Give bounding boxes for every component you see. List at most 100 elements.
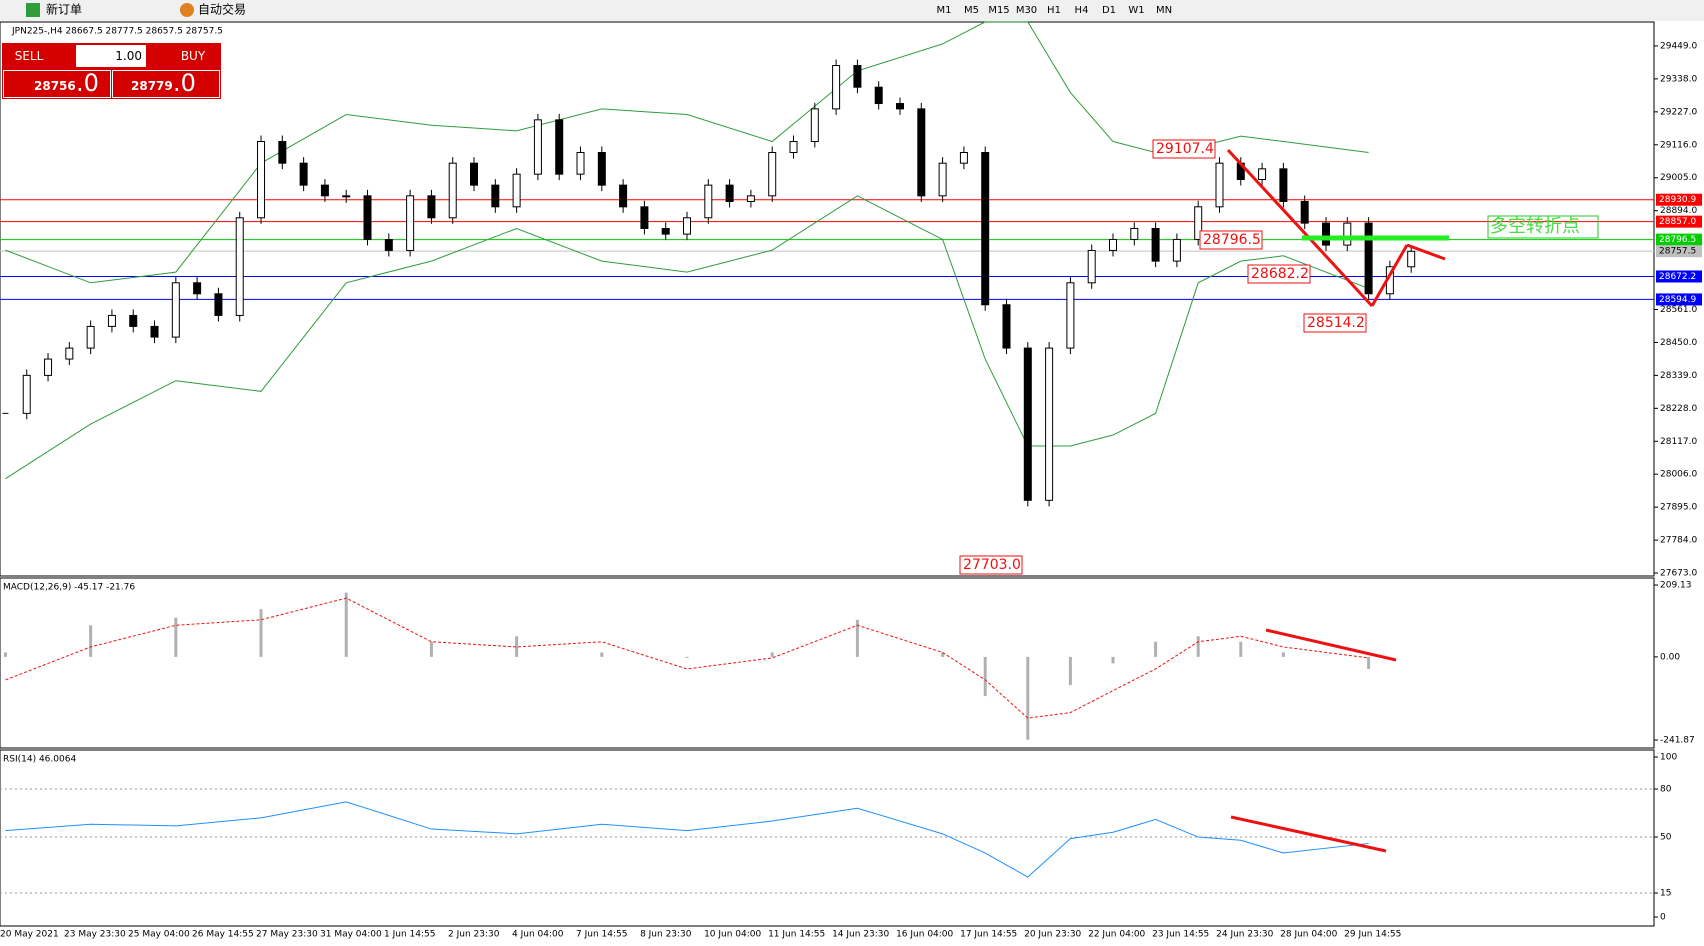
arrow <box>1370 244 1409 307</box>
price-line-tag <box>1656 215 1702 228</box>
candle-body <box>1407 250 1416 268</box>
candle-body <box>1215 162 1224 208</box>
candle-body <box>896 103 905 110</box>
candle-body <box>278 141 287 164</box>
x-tick-label: 20 Jun 23:30 <box>1024 930 1081 940</box>
candle-body <box>853 65 862 88</box>
candle-body <box>22 374 31 414</box>
candle-body <box>768 152 777 197</box>
y-tick-label: 28894.0 <box>1660 206 1697 216</box>
rsi-label: RSI(14) 46.0064 <box>3 755 76 765</box>
candle-body <box>44 358 53 376</box>
note-box <box>1487 215 1599 239</box>
candle-body <box>65 347 74 360</box>
price-annotation-box <box>1199 230 1263 250</box>
timeframe[interactable]: M1 <box>937 5 952 16</box>
candle-body <box>1194 206 1203 240</box>
timeframe[interactable]: H4 <box>1075 5 1089 16</box>
buy-price[interactable]: 28779.0 <box>112 69 220 98</box>
candle-body <box>1321 222 1330 246</box>
y-tick-label: 28339.0 <box>1660 371 1697 381</box>
candle-body <box>1023 347 1032 501</box>
auto-trade-icon[interactable] <box>180 3 194 17</box>
auto-trade[interactable]: 自动交易 <box>198 2 246 17</box>
sell-price[interactable]: 28756.0 <box>3 69 111 98</box>
y-tick-label: 28561.0 <box>1660 305 1697 315</box>
candle-body <box>448 162 457 219</box>
price-annotation-box <box>959 555 1023 575</box>
x-tick-label: 24 Jun 23:30 <box>1216 930 1273 940</box>
candle-body <box>746 195 755 202</box>
candle-body <box>1300 200 1309 224</box>
candle-body <box>363 195 372 240</box>
candle-body <box>619 184 628 208</box>
candle-body <box>640 206 649 229</box>
timeframe[interactable]: D1 <box>1102 5 1116 16</box>
price-line-tag <box>1656 270 1702 283</box>
candle-body <box>1151 227 1160 262</box>
sell-button[interactable]: SELL <box>14 49 44 63</box>
macd-pane <box>0 577 1655 749</box>
timeframe[interactable]: M5 <box>964 5 979 16</box>
y-tick-label: 28006.0 <box>1660 470 1697 480</box>
candle-body <box>874 86 883 105</box>
price-line-label: 28594.9 <box>1659 295 1696 305</box>
arrow <box>1265 628 1397 662</box>
chart-header: JPN225-,H4 28667.5 28777.5 28657.5 28757… <box>11 27 223 37</box>
price-line-tag <box>1656 233 1702 246</box>
candle-body <box>107 314 116 327</box>
candle-body <box>1066 282 1075 349</box>
lots-input[interactable]: 1.00 <box>76 45 146 67</box>
y-tick-label: 27895.0 <box>1660 503 1697 513</box>
candle-body <box>810 108 819 143</box>
y-tick-label: 27784.0 <box>1660 536 1697 546</box>
candle-body <box>150 325 159 338</box>
candle-body <box>704 184 713 219</box>
y-tick-label: 29005.0 <box>1660 173 1697 183</box>
x-tick-label: 22 Jun 04:00 <box>1088 930 1145 940</box>
y-tick-label: 209.13 <box>1660 581 1692 591</box>
y-tick-label: 28117.0 <box>1660 437 1697 447</box>
x-tick-label: 11 Jun 14:55 <box>768 930 825 940</box>
buy-button[interactable]: BUY <box>180 49 206 63</box>
new-order-icon[interactable] <box>26 3 40 17</box>
rsi-line <box>5 801 1369 878</box>
y-tick-label: 28228.0 <box>1660 404 1697 414</box>
candle-body <box>320 184 329 197</box>
candle-body <box>1108 238 1117 251</box>
y-tick-label: 15 <box>1660 889 1671 899</box>
candle-body <box>1002 304 1011 349</box>
price-annotation: 28796.5 <box>1203 232 1261 248</box>
rsi-pane <box>0 749 1655 927</box>
candle-body <box>1130 227 1139 240</box>
timeframe[interactable]: M15 <box>988 5 1009 16</box>
new-order[interactable]: 新订单 <box>46 2 82 17</box>
candle-body <box>789 141 798 154</box>
price-line-tag <box>1656 245 1702 258</box>
timeframe[interactable]: M30 <box>1016 5 1037 16</box>
candle-body <box>832 65 841 110</box>
candle-body <box>129 314 138 327</box>
x-tick-label: 28 Jun 04:00 <box>1280 930 1337 940</box>
candle-body <box>959 152 968 164</box>
price-line-tag <box>1656 293 1702 306</box>
y-tick-label: 50 <box>1660 833 1672 843</box>
candle-body <box>533 119 542 175</box>
timeframe[interactable]: W1 <box>1128 5 1144 16</box>
x-tick-label: 16 Jun 04:00 <box>896 930 953 940</box>
candle-body <box>981 152 990 306</box>
x-tick-label: 23 Jun 14:55 <box>1152 930 1209 940</box>
candle-body <box>235 217 244 316</box>
x-tick-label: 29 Jun 14:55 <box>1344 930 1401 940</box>
candle-body <box>342 195 351 198</box>
timeframe[interactable]: H1 <box>1047 5 1061 16</box>
price-line-label: 28757.5 <box>1659 247 1696 257</box>
y-tick-label: 29338.0 <box>1660 74 1697 84</box>
arrow <box>1230 815 1387 853</box>
y-tick-label: 29449.0 <box>1660 41 1697 51</box>
y-tick-label: 0 <box>1660 913 1666 923</box>
timeframe[interactable]: MN <box>1156 5 1172 16</box>
trade-panel: SELL 1.00 BUY 28756.0 28779.0 <box>2 43 221 99</box>
price-line-label: 28930.9 <box>1659 195 1696 205</box>
